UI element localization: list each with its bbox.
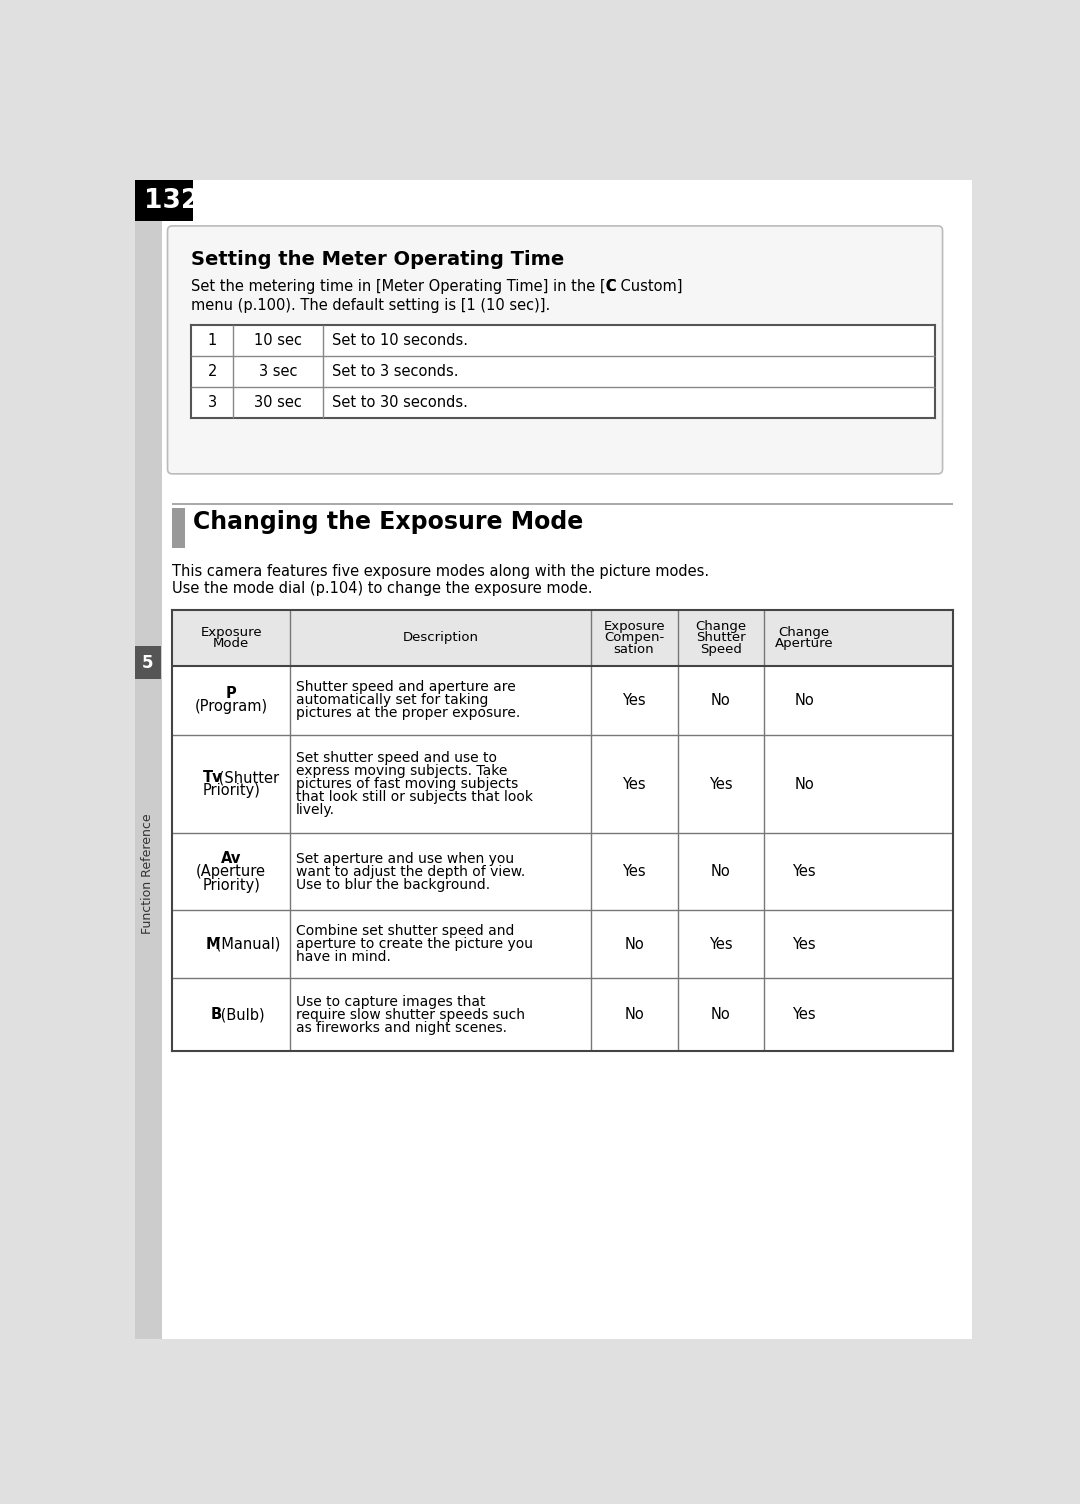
Text: 1: 1 [207, 334, 217, 347]
Text: No: No [711, 1008, 731, 1023]
Text: Set to 10 seconds.: Set to 10 seconds. [332, 334, 468, 347]
Text: lively.: lively. [296, 803, 335, 817]
Text: Yes: Yes [622, 865, 646, 880]
Text: menu (p.100). The default setting is [1 (10 sec)].: menu (p.100). The default setting is [1 … [191, 298, 550, 313]
Text: 2: 2 [207, 364, 217, 379]
Text: M: M [205, 937, 220, 952]
Text: pictures of fast moving subjects: pictures of fast moving subjects [296, 778, 518, 791]
Text: Exposure: Exposure [200, 626, 262, 639]
Bar [172, 735, 953, 833]
Text: Set shutter speed and use to: Set shutter speed and use to [296, 750, 497, 766]
Text: No: No [794, 776, 814, 791]
Text: (Shutter: (Shutter [214, 770, 280, 785]
Bar [135, 647, 161, 678]
Text: Set aperture and use when you: Set aperture and use when you [296, 851, 514, 866]
Text: pictures at the proper exposure.: pictures at the proper exposure. [296, 707, 521, 720]
Text: B: B [211, 1008, 221, 1023]
Text: Compen-: Compen- [604, 632, 664, 644]
Text: This camera features five exposure modes along with the picture modes.: This camera features five exposure modes… [172, 564, 710, 579]
Bar [172, 978, 953, 1051]
Text: sation: sation [613, 642, 654, 656]
Text: No: No [711, 693, 731, 708]
Text: Use the mode dial (p.104) to change the exposure mode.: Use the mode dial (p.104) to change the … [172, 581, 593, 596]
Text: Priority): Priority) [202, 784, 260, 799]
Text: Set to 3 seconds.: Set to 3 seconds. [332, 364, 458, 379]
Text: Speed: Speed [700, 642, 742, 656]
Text: 3: 3 [207, 394, 217, 409]
Bar [172, 508, 186, 547]
Text: Av: Av [221, 851, 241, 866]
Text: Description: Description [403, 632, 478, 644]
Text: Shutter speed and aperture are: Shutter speed and aperture are [296, 680, 516, 695]
Text: C: C [606, 280, 617, 295]
Text: (Aperture: (Aperture [197, 865, 266, 880]
Text: Aperture: Aperture [775, 638, 834, 650]
Text: No: No [794, 693, 814, 708]
Text: aperture to create the picture you: aperture to create the picture you [296, 937, 534, 952]
Text: Yes: Yes [622, 776, 646, 791]
Bar [172, 611, 953, 666]
Text: Set to 30 seconds.: Set to 30 seconds. [332, 394, 468, 409]
Text: 3 sec: 3 sec [259, 364, 297, 379]
Text: P: P [226, 686, 237, 701]
Text: 30 sec: 30 sec [254, 394, 302, 409]
FancyBboxPatch shape [167, 226, 943, 474]
Text: Use to capture images that: Use to capture images that [296, 994, 486, 1009]
Text: Shutter: Shutter [697, 632, 745, 644]
Text: that look still or subjects that look: that look still or subjects that look [296, 790, 534, 805]
Text: Exposure: Exposure [604, 620, 665, 633]
Text: Changing the Exposure Mode: Changing the Exposure Mode [193, 510, 583, 534]
Text: Change: Change [696, 620, 746, 633]
Text: Set the metering time in [Meter Operating Time] in the [C Custom]: Set the metering time in [Meter Operatin… [191, 280, 683, 295]
Text: express moving subjects. Take: express moving subjects. Take [296, 764, 508, 778]
Text: Tv: Tv [203, 770, 222, 785]
Text: 132: 132 [145, 188, 200, 214]
Text: Priority): Priority) [202, 877, 260, 892]
Text: Function Reference: Function Reference [140, 814, 154, 934]
Text: Yes: Yes [710, 776, 732, 791]
Text: Yes: Yes [622, 693, 646, 708]
Text: Yes: Yes [793, 1008, 816, 1023]
Text: Change: Change [779, 626, 829, 639]
Text: No: No [624, 937, 644, 952]
Text: 5: 5 [141, 654, 153, 671]
Text: No: No [624, 1008, 644, 1023]
Text: Yes: Yes [793, 937, 816, 952]
Bar [172, 666, 953, 735]
Text: have in mind.: have in mind. [296, 951, 391, 964]
Text: Yes: Yes [793, 865, 816, 880]
Text: (Program): (Program) [194, 699, 268, 714]
Text: 10 sec: 10 sec [254, 334, 302, 347]
Text: (Bulb): (Bulb) [216, 1008, 265, 1023]
Text: automatically set for taking: automatically set for taking [296, 693, 488, 707]
Bar [191, 325, 935, 418]
Text: No: No [711, 865, 731, 880]
Bar [172, 833, 953, 910]
Text: Mode: Mode [213, 638, 249, 650]
Bar [135, 180, 162, 1339]
Bar [172, 910, 953, 978]
Text: want to adjust the depth of view.: want to adjust the depth of view. [296, 865, 526, 878]
Text: as fireworks and night scenes.: as fireworks and night scenes. [296, 1021, 508, 1035]
Text: (Manual): (Manual) [212, 937, 281, 952]
Text: Yes: Yes [710, 937, 732, 952]
Text: Use to blur the background.: Use to blur the background. [296, 878, 490, 892]
Text: require slow shutter speeds such: require slow shutter speeds such [296, 1008, 525, 1021]
Text: Combine set shutter speed and: Combine set shutter speed and [296, 925, 514, 938]
Bar [135, 180, 193, 221]
Text: Setting the Meter Operating Time: Setting the Meter Operating Time [191, 250, 564, 269]
